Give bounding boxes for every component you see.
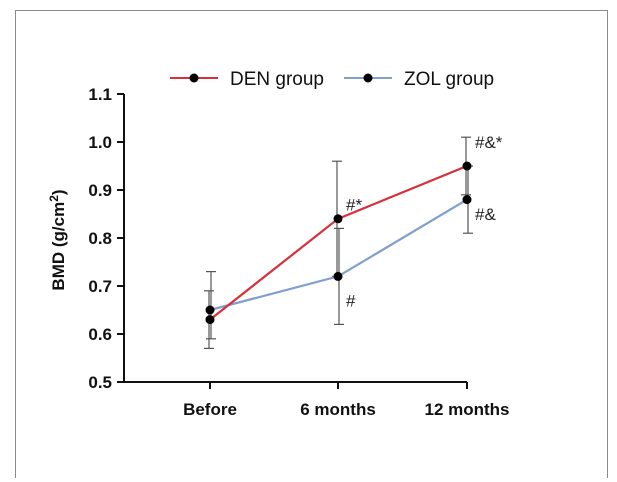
annotations: #* # #&* #& xyxy=(346,133,503,310)
chart-frame xyxy=(15,10,608,478)
x-tick-label: Before xyxy=(183,400,237,419)
y-axis-label-superscript: 2 xyxy=(47,195,61,202)
y-tick-label: 0.9 xyxy=(88,181,112,200)
y-ticks: 0.5 0.6 0.7 0.8 0.9 1.0 1.1 xyxy=(88,85,124,392)
significance-annotation: # xyxy=(346,291,356,310)
y-tick-label: 1.1 xyxy=(88,85,112,104)
y-tick-label: 0.7 xyxy=(88,277,112,296)
legend-marker-zol xyxy=(363,73,373,83)
data-point-zol xyxy=(205,305,215,315)
y-axis-label: BMD (g/cm2) xyxy=(47,189,68,290)
error-bars xyxy=(204,136,473,349)
x-tick-label: 12 months xyxy=(424,400,509,419)
data-point-den xyxy=(462,161,472,171)
legend-marker-den xyxy=(189,73,199,83)
data-point-zol xyxy=(333,271,343,281)
significance-annotation: #* xyxy=(346,195,362,214)
significance-annotation: #& xyxy=(475,205,496,224)
significance-annotation: #&* xyxy=(475,133,503,152)
x-tick-label: 6 months xyxy=(300,400,376,419)
y-tick-label: 0.5 xyxy=(88,373,112,392)
data-point-den xyxy=(333,214,343,224)
y-tick-label: 0.6 xyxy=(88,325,112,344)
data-point-zol xyxy=(462,195,472,205)
legend-label-zol: ZOL group xyxy=(404,69,494,90)
legend: DEN group ZOL group xyxy=(170,69,494,90)
y-tick-label: 1.0 xyxy=(88,133,112,152)
data-point-den xyxy=(205,315,215,325)
y-tick-label: 0.8 xyxy=(88,229,112,248)
data-points xyxy=(205,161,472,325)
x-ticks: Before 6 months 12 months xyxy=(183,382,510,419)
legend-label-den: DEN group xyxy=(230,69,324,90)
